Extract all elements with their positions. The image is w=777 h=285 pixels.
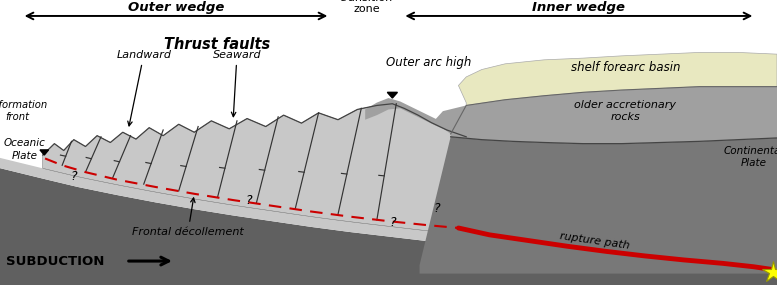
Text: deformation
front: deformation front xyxy=(0,100,47,122)
Text: ?: ? xyxy=(71,170,77,183)
Text: Continental
Plate: Continental Plate xyxy=(723,146,777,168)
Text: Thrust faults: Thrust faults xyxy=(165,37,270,52)
Polygon shape xyxy=(435,87,777,144)
Polygon shape xyxy=(458,52,777,105)
Polygon shape xyxy=(0,168,777,285)
Polygon shape xyxy=(387,92,398,98)
Polygon shape xyxy=(0,158,777,274)
Text: older accretionary
rocks: older accretionary rocks xyxy=(574,100,677,122)
Text: SUBDUCTION: SUBDUCTION xyxy=(6,255,105,268)
Polygon shape xyxy=(43,104,466,235)
Text: Frontal décollement: Frontal décollement xyxy=(132,198,244,237)
Text: rupture path: rupture path xyxy=(559,231,630,251)
Text: shelf forearc basin: shelf forearc basin xyxy=(571,61,680,74)
Text: ?: ? xyxy=(389,216,395,229)
Text: transition
zone: transition zone xyxy=(340,0,393,14)
Polygon shape xyxy=(365,98,497,142)
Text: Seaward: Seaward xyxy=(213,50,261,117)
Text: Outer arc high: Outer arc high xyxy=(386,56,472,69)
Text: Landward: Landward xyxy=(117,50,171,126)
Text: Oceanic
Plate: Oceanic Plate xyxy=(4,138,46,160)
Text: ?: ? xyxy=(434,201,440,215)
Polygon shape xyxy=(40,150,48,155)
Text: ?: ? xyxy=(246,194,252,207)
Text: Inner wedge: Inner wedge xyxy=(532,1,625,14)
Polygon shape xyxy=(420,137,777,274)
Text: Outer wedge: Outer wedge xyxy=(128,1,225,14)
